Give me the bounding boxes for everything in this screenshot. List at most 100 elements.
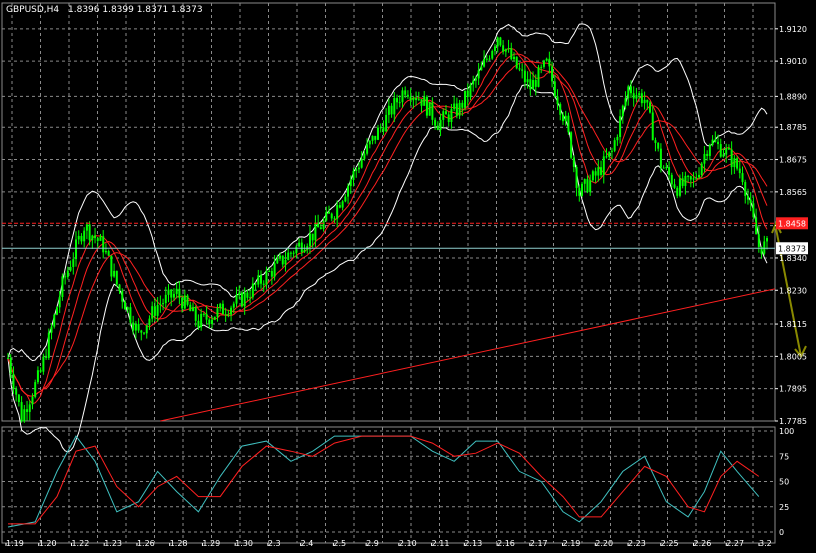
price-tick-label: 1.8115 (779, 320, 807, 329)
candle-body (708, 144, 711, 156)
candle-body (518, 68, 521, 70)
candle-body (319, 227, 322, 229)
candle-body (646, 99, 649, 103)
candle-body (219, 303, 222, 309)
candle-body (534, 80, 537, 87)
price-tick-label: 1.7895 (779, 385, 807, 394)
candle-body (640, 93, 643, 104)
stoch-tick-label: 100 (779, 427, 794, 436)
candle-body (662, 167, 665, 169)
grid (1, 2, 776, 544)
candle-body (749, 199, 752, 204)
candle-body (420, 99, 423, 106)
candle-body (107, 251, 110, 256)
candle-body (670, 174, 673, 185)
candle-body (75, 239, 78, 260)
candle-body (444, 111, 447, 115)
candle-body (387, 105, 390, 115)
candle-body (733, 158, 736, 168)
candle-body (727, 148, 730, 150)
candle-body (423, 96, 426, 106)
candle-body (532, 80, 535, 90)
candle-body (31, 396, 34, 405)
time-tick-label: 1.29 (202, 539, 220, 548)
candle-body (697, 174, 700, 178)
candle-body (347, 186, 350, 197)
time-tick-label: 2.17 (530, 539, 548, 548)
candle-body (466, 90, 469, 98)
candle-body (325, 211, 328, 221)
candle-body (692, 178, 695, 180)
candle-body (137, 323, 140, 331)
candle-body (311, 233, 314, 241)
candle-body (477, 70, 480, 79)
candle-body (461, 102, 464, 108)
candle-body (689, 176, 692, 180)
time-tick-label: 1.20 (39, 539, 57, 548)
candle-body (578, 187, 581, 196)
stoch-panel-frame (1, 426, 776, 544)
candle-body (308, 233, 311, 247)
time-tick-label: 2.25 (661, 539, 679, 548)
candle-body (300, 242, 303, 253)
time-tick-label: 2.13 (464, 539, 482, 548)
candle-body (510, 48, 513, 60)
candle-body (600, 167, 603, 175)
ma-fast (7, 47, 768, 405)
candle-body (69, 267, 72, 271)
stoch-signal-line (8, 435, 760, 525)
candle-body (202, 313, 205, 315)
candle-body (246, 292, 249, 298)
candle-body (526, 79, 529, 83)
candle-body (53, 314, 56, 327)
candle-body (317, 222, 320, 228)
time-tick-label: 2.26 (694, 539, 712, 548)
candle-body (717, 141, 720, 145)
stoch-tick-label: 50 (779, 478, 789, 487)
candle-body (654, 140, 657, 143)
candle-body (224, 314, 227, 316)
candle-body (442, 111, 445, 120)
candle-body (575, 166, 578, 188)
candle-body (262, 283, 265, 285)
price-tick-label: 1.9120 (779, 25, 807, 34)
candle-body (170, 289, 173, 298)
candle-body (597, 167, 600, 176)
candle-body (453, 103, 456, 110)
candle-body (28, 404, 31, 412)
candle-body (20, 402, 23, 422)
candle-body (85, 224, 88, 231)
candle-body (77, 235, 80, 240)
candle-body (757, 234, 760, 247)
candle-body (238, 292, 241, 296)
time-tick-label: 1.23 (104, 539, 122, 548)
candle-body (428, 102, 431, 116)
candle-body (687, 175, 690, 177)
candle-body (162, 303, 165, 305)
time-tick-label: 2.27 (726, 539, 744, 548)
price-tick-label: 1.8340 (779, 254, 807, 263)
ohlc-readout: 1.8396 1.8399 1.8371 1.8373 (68, 5, 203, 15)
candle-body (469, 84, 472, 98)
candle-body (545, 58, 548, 61)
candle-body (714, 139, 717, 142)
candle-body (363, 153, 366, 159)
candle-body (447, 114, 450, 122)
candle-body (382, 127, 385, 132)
candle-body (493, 46, 496, 51)
candle-body (676, 187, 679, 196)
band-lower (7, 84, 768, 453)
candle-body (159, 304, 162, 306)
time-tick-label: 3.2 (759, 539, 772, 548)
candle-body (34, 382, 37, 397)
candle-body (265, 271, 268, 285)
candle-body (464, 90, 467, 108)
candle-body (197, 320, 200, 328)
candle-body (450, 109, 453, 122)
candle-body (730, 149, 733, 168)
candle-body (591, 171, 594, 181)
candle-body (485, 58, 488, 60)
candle-body (45, 356, 48, 358)
